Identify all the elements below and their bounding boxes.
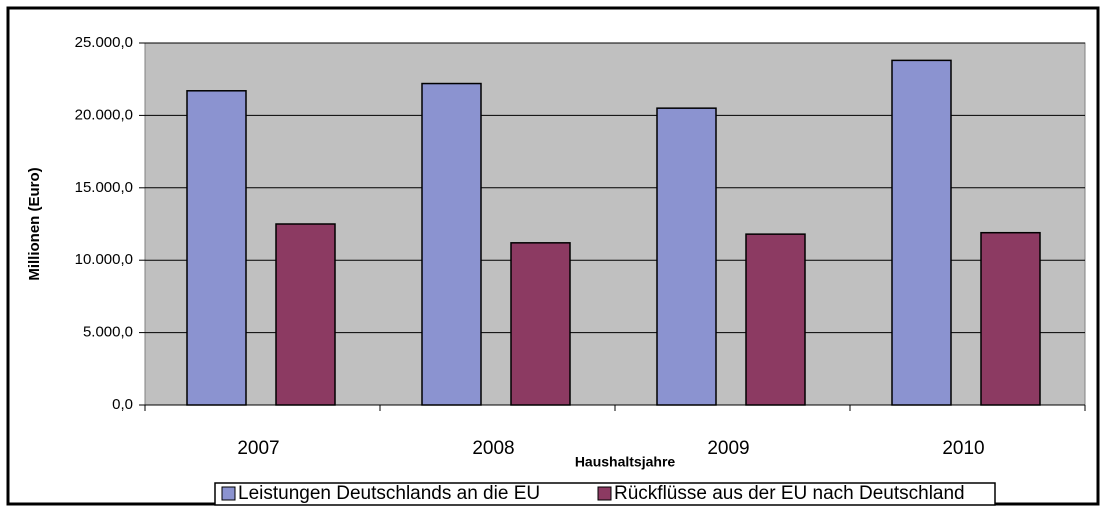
bar [656, 107, 717, 406]
legend-label: Leistungen Deutschlands an die EU [238, 483, 540, 504]
y-tick-label: 10.000,0 [75, 251, 133, 268]
x-tick-label: 2008 [472, 438, 514, 459]
bar [891, 59, 952, 406]
x-tick-label: 2007 [237, 438, 279, 459]
legend-swatch [221, 486, 236, 501]
legend-label: Rückflüsse aus der EU nach Deutschland [614, 483, 965, 504]
x-tick-label: 2009 [707, 438, 749, 459]
bar [510, 242, 571, 406]
x-axis-title: Haushaltsjahre [575, 454, 676, 470]
legend-swatch [597, 486, 612, 501]
y-tick-label: 0,0 [112, 396, 133, 413]
x-tick-label: 2010 [942, 438, 984, 459]
bar [186, 90, 247, 406]
bar [421, 82, 482, 406]
bar [275, 223, 336, 406]
bar [745, 233, 806, 406]
y-tick-label: 25.000,0 [75, 34, 133, 51]
bar [980, 231, 1041, 406]
y-tick-label: 5.000,0 [83, 324, 133, 341]
y-axis-title: Millionen (Euro) [26, 167, 43, 280]
y-tick-label: 15.000,0 [75, 179, 133, 196]
y-tick-label: 20.000,0 [75, 106, 133, 123]
